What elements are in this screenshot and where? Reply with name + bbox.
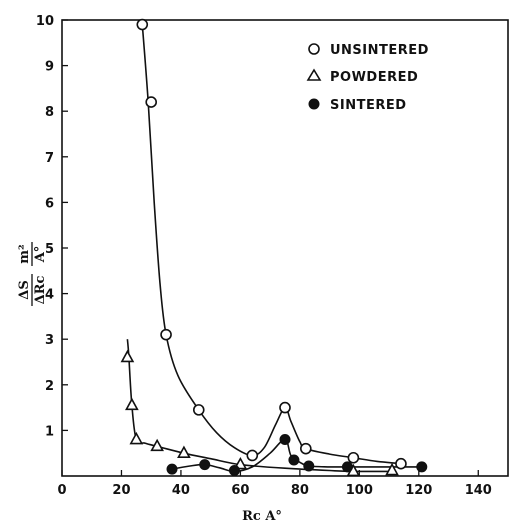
x-tick-label: 0 [57,483,66,498]
y-tick-label: 9 [45,60,54,75]
series-curves [126,24,422,473]
data-point-sintered [288,454,300,466]
y-tick-label: 7 [45,151,54,166]
data-point-powdered [120,349,135,363]
data-point-sintered [416,461,428,473]
y-axis-title-unit-top: m² [17,244,32,263]
series-markers [120,18,428,477]
legend-label-powdered: POWDERED [330,70,418,85]
data-point-powdered [385,462,399,476]
data-point-sintered [303,460,315,472]
y-axis-title: ΔS ΔRc m² A° [17,242,48,306]
data-point-powdered [125,397,139,411]
x-tick-label: 140 [465,483,492,498]
y-tick-label: 1 [45,424,54,439]
data-point-unsintered [395,457,407,470]
y-tick-label: 10 [36,14,54,29]
data-point-sintered [228,465,240,477]
data-point-sintered [341,461,353,473]
series-line-unsintered [141,24,402,465]
y-axis-title-bottom: ΔRc [33,276,48,305]
y-tick-label: 2 [45,379,54,394]
y-tick-label: 6 [45,196,54,211]
legend-label-sintered: SINTERED [330,98,407,113]
x-tick-label: 60 [231,483,249,498]
tick-labels: 0 20 40 60 80 100 120 140 1 2 3 4 5 6 7 8 9 10 [36,14,492,498]
x-axis-title: Rc A° [242,509,282,524]
data-point-unsintered [145,96,157,108]
data-point-powdered [129,431,144,445]
y-tick-label: 4 [45,288,54,303]
data-point-powdered [150,438,164,452]
data-point-unsintered [279,401,291,414]
y-tick-label: 3 [45,333,54,348]
data-point-unsintered [160,328,172,341]
data-point-unsintered [347,451,360,464]
x-tick-label: 40 [172,483,190,498]
data-point-unsintered [192,404,205,416]
x-tick-label: 20 [112,483,130,498]
x-tick-label: 80 [291,483,309,498]
y-tick-label: 8 [45,105,54,120]
legend-label-unsintered: UNSINTERED [330,43,429,58]
legend-marker-powdered [306,68,322,81]
data-point-powdered [177,445,191,459]
y-axis-title-top: ΔS [17,280,32,299]
legend: UNSINTERED POWDERED SINTERED [306,43,429,113]
data-point-sintered [199,459,211,471]
x-tick-label: 120 [405,483,432,498]
data-point-unsintered [246,449,259,462]
y-axis-title-unit-bottom: A° [33,246,48,264]
data-point-sintered [166,463,178,475]
y-tick-label: 5 [45,242,54,257]
data-point-sintered [279,434,291,446]
legend-marker-unsintered [308,43,320,55]
legend-marker-sintered [308,98,320,110]
x-tick-label: 100 [346,483,373,498]
data-point-unsintered [300,442,312,455]
data-point-unsintered [136,18,149,31]
